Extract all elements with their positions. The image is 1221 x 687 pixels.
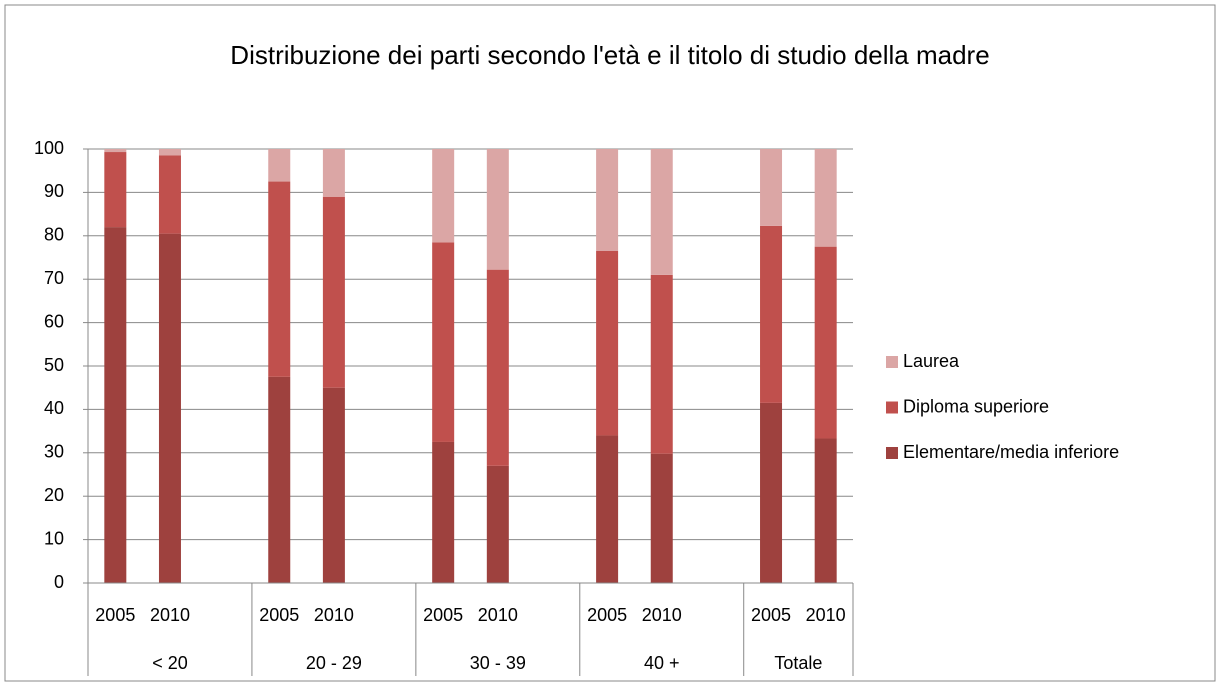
bar-segment xyxy=(322,196,345,388)
bar-segment xyxy=(596,250,619,436)
legend-label: Laurea xyxy=(903,351,960,371)
x-tick-label: 2010 xyxy=(314,605,354,625)
bar-segment xyxy=(432,441,455,583)
x-tick-label: 2005 xyxy=(95,605,135,625)
bar-segment xyxy=(814,438,837,583)
bar-segment xyxy=(268,181,291,377)
y-tick-label: 90 xyxy=(44,181,64,201)
bar-segment xyxy=(814,149,837,247)
bar-segment xyxy=(158,233,181,583)
bar-segment xyxy=(322,149,345,197)
bar-segment xyxy=(650,453,673,583)
group-label: 20 - 29 xyxy=(306,653,362,673)
legend-swatch xyxy=(886,356,898,368)
y-tick-label: 70 xyxy=(44,268,64,288)
legend-label: Elementare/media inferiore xyxy=(903,442,1119,462)
y-tick-label: 50 xyxy=(44,355,64,375)
legend-swatch xyxy=(886,447,898,459)
bar-segment xyxy=(486,149,509,270)
bar-segment xyxy=(104,149,127,153)
group-label: < 20 xyxy=(152,653,188,673)
group-label: 40 + xyxy=(644,653,680,673)
x-tick-label: 2005 xyxy=(423,605,463,625)
bar-segment xyxy=(760,149,783,226)
bar-segment xyxy=(268,149,291,182)
bar-segment xyxy=(760,225,783,403)
y-tick-label: 80 xyxy=(44,225,64,245)
x-tick-label: 2010 xyxy=(478,605,518,625)
legend-swatch xyxy=(886,401,898,414)
bar-segment xyxy=(596,435,619,583)
bar-segment xyxy=(650,149,673,275)
x-tick-label: 2005 xyxy=(259,605,299,625)
group-label: 30 - 39 xyxy=(470,653,526,673)
bar-segment xyxy=(650,274,673,454)
x-tick-label: 2010 xyxy=(642,605,682,625)
bar-segment xyxy=(432,242,455,442)
bar-segment xyxy=(486,269,509,466)
group-label: Totale xyxy=(774,653,822,673)
bar-segment xyxy=(814,246,837,439)
y-tick-label: 30 xyxy=(44,442,64,462)
bar-segment xyxy=(596,149,619,251)
bar-segment xyxy=(158,149,181,156)
bar-segment xyxy=(268,376,291,583)
x-tick-label: 2005 xyxy=(751,605,791,625)
y-tick-label: 0 xyxy=(54,572,64,592)
bar-segment xyxy=(104,227,127,583)
y-tick-label: 60 xyxy=(44,311,64,331)
bar-segment xyxy=(322,387,345,583)
x-tick-label: 2005 xyxy=(587,605,627,625)
y-tick-label: 40 xyxy=(44,398,64,418)
bar-segment xyxy=(104,152,127,228)
x-tick-label: 2010 xyxy=(150,605,190,625)
bar-segment xyxy=(432,149,455,243)
chart-title: Distribuzione dei parti secondo l'età e … xyxy=(230,40,990,70)
bar-segment xyxy=(158,155,181,234)
y-tick-label: 10 xyxy=(44,528,64,548)
bar-segment xyxy=(760,402,783,583)
x-tick-label: 2010 xyxy=(806,605,846,625)
y-tick-label: 20 xyxy=(44,485,64,505)
bar-segment xyxy=(486,465,509,583)
legend-label: Diploma superiore xyxy=(903,396,1049,416)
y-tick-label: 100 xyxy=(34,138,64,158)
